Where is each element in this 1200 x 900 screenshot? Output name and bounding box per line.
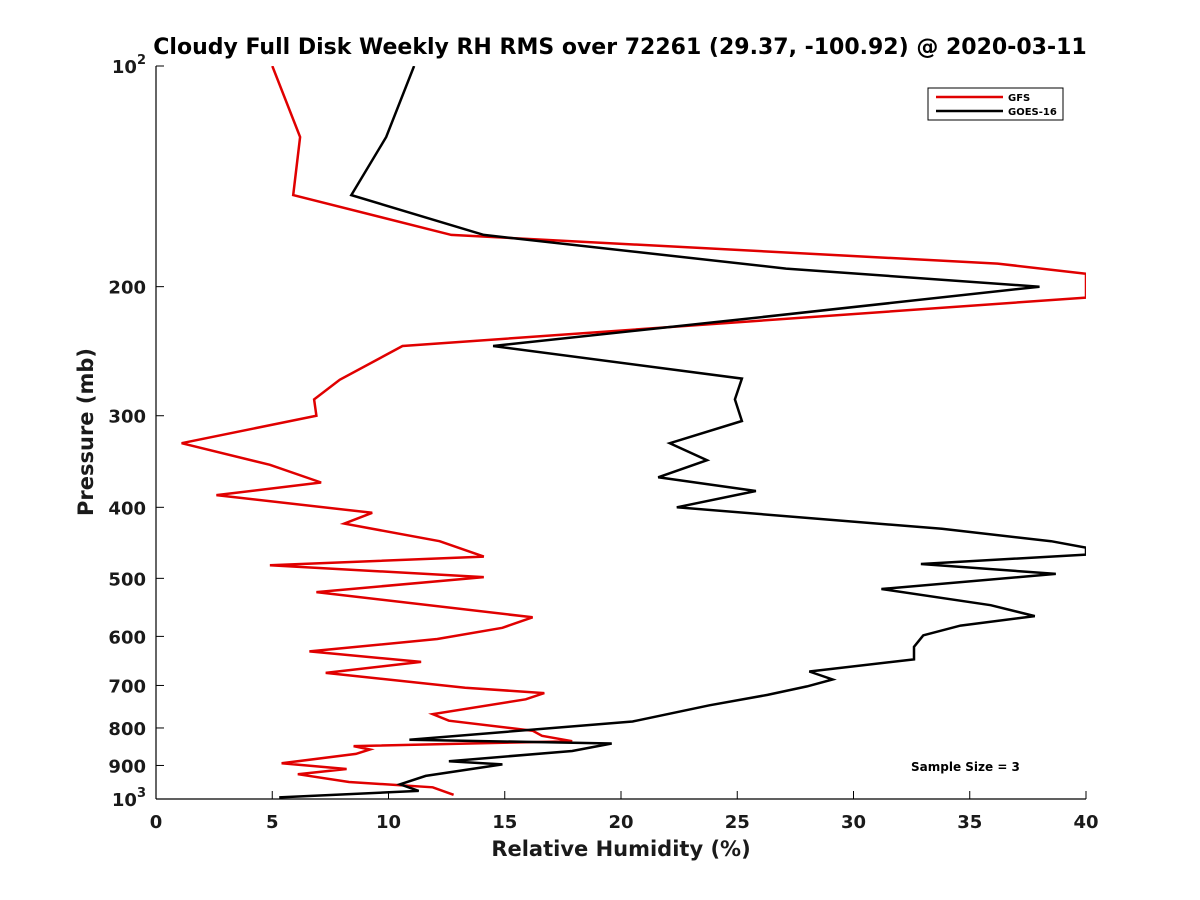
y-tick-label: 300 — [108, 407, 146, 428]
series-layer — [181, 66, 1086, 799]
y-tick-label: 800 — [108, 719, 146, 740]
legend-label-goes: GOES-16 — [1008, 107, 1057, 118]
x-tick-label: 15 — [492, 812, 517, 833]
x-tick-label: 30 — [841, 812, 866, 833]
y-tick-label: 400 — [108, 498, 146, 519]
sample-size-annotation: Sample Size = 3 — [911, 760, 1020, 774]
y-tick-label: 500 — [108, 569, 146, 590]
x-tick-label: 5 — [266, 812, 279, 833]
x-tick-label: 0 — [150, 812, 163, 833]
x-tick-label: 25 — [725, 812, 750, 833]
x-tick-label: 40 — [1073, 812, 1098, 833]
legend: GFS GOES-16 — [927, 87, 1064, 121]
chart-title: Cloudy Full Disk Weekly RH RMS over 7226… — [153, 35, 1086, 60]
y-axis-label: Pressure (mb) — [74, 348, 98, 516]
y-tick-label: 102 — [112, 53, 146, 78]
x-tick-label: 35 — [957, 812, 982, 833]
series-line-gfs — [181, 66, 1086, 796]
y-tick-label: 900 — [108, 756, 146, 777]
y-tick-label: 103 — [112, 786, 146, 811]
x-tick-label: 20 — [608, 812, 633, 833]
series-line-goes-16 — [279, 66, 1086, 799]
y-tick-group: 102 200 300 400 500 600 700 800 900 103 — [108, 53, 164, 811]
plot-area — [156, 66, 1086, 799]
legend-label-gfs: GFS — [1008, 93, 1030, 104]
legend-box — [927, 87, 1064, 121]
x-tick-label: 10 — [376, 812, 401, 833]
y-tick-label: 200 — [108, 278, 146, 299]
x-tick-group: 0 5 10 15 20 25 30 35 40 — [150, 791, 1099, 833]
y-tick-label: 700 — [108, 676, 146, 697]
x-axis-label: Relative Humidity (%) — [491, 837, 750, 861]
y-tick-label: 600 — [108, 627, 146, 648]
